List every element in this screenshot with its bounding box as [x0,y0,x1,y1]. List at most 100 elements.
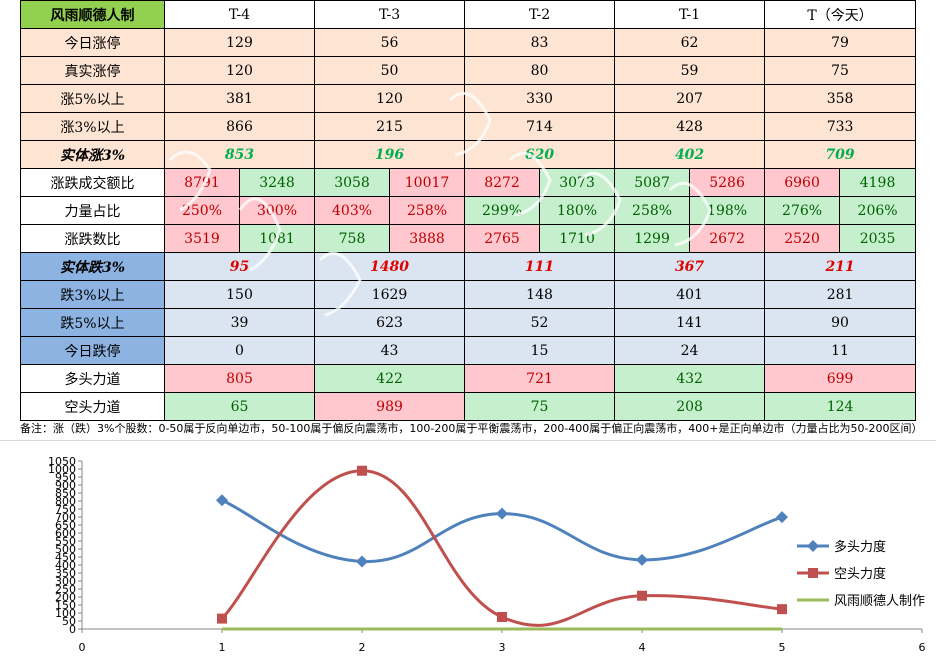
value-cell[interactable]: 211 [764,252,917,281]
value-cell[interactable]: 15 [464,336,616,365]
value-cell[interactable]: 111 [464,252,616,281]
value-cell[interactable]: 90 [764,308,917,337]
row-label[interactable]: 今日涨停 [20,28,165,57]
row-label[interactable]: 实体涨3% [20,140,165,169]
value-cell[interactable]: 148 [464,280,616,309]
value-cell[interactable]: 432 [614,364,766,393]
value-cell[interactable]: 8791 [164,168,240,197]
value-cell[interactable]: 180% [539,196,616,225]
value-cell[interactable]: 5087 [614,168,691,197]
value-cell[interactable]: 1081 [238,224,316,253]
value-cell[interactable]: 83 [464,28,616,57]
value-cell[interactable]: 358 [764,84,917,113]
value-cell[interactable]: 1629 [314,280,466,309]
row-label[interactable]: 实体跌3% [20,252,165,281]
value-cell[interactable]: 709 [764,140,917,169]
value-cell[interactable]: 75 [464,392,616,421]
value-cell[interactable]: 196 [314,140,466,169]
value-cell[interactable]: 989 [314,392,466,421]
row-label[interactable]: 涨3%以上 [20,112,165,141]
value-cell[interactable]: 11 [764,336,917,365]
value-cell[interactable]: 59 [614,56,766,85]
value-cell[interactable]: 300% [238,196,316,225]
column-header[interactable]: T-3 [314,0,466,29]
value-cell[interactable]: 258% [614,196,691,225]
row-label[interactable]: 多头力道 [20,364,165,393]
value-cell[interactable]: 124 [764,392,917,421]
column-header[interactable]: T（今天） [764,0,917,29]
value-cell[interactable]: 714 [464,112,616,141]
value-cell[interactable]: 281 [764,280,917,309]
value-cell[interactable]: 3248 [238,168,316,197]
value-cell[interactable]: 8272 [464,168,541,197]
value-cell[interactable]: 422 [314,364,466,393]
value-cell[interactable]: 367 [614,252,766,281]
value-cell[interactable]: 141 [614,308,766,337]
value-cell[interactable]: 4198 [839,168,917,197]
value-cell[interactable]: 198% [689,196,766,225]
value-cell[interactable]: 79 [764,28,917,57]
value-cell[interactable]: 129 [163,28,316,57]
value-cell[interactable]: 215 [314,112,466,141]
value-cell[interactable]: 10017 [389,168,466,197]
table-title-cell[interactable]: 风雨顺德人制 [20,0,165,29]
value-cell[interactable]: 853 [163,140,316,169]
value-cell[interactable]: 250% [164,196,240,225]
value-cell[interactable]: 150 [163,280,316,309]
value-cell[interactable]: 733 [764,112,917,141]
value-cell[interactable]: 403% [314,196,391,225]
row-label[interactable]: 涨跌数比 [20,224,165,253]
value-cell[interactable]: 620 [464,140,616,169]
value-cell[interactable]: 721 [464,364,616,393]
value-cell[interactable]: 43 [314,336,466,365]
value-cell[interactable]: 95 [163,252,316,281]
value-cell[interactable]: 52 [464,308,616,337]
value-cell[interactable]: 62 [614,28,766,57]
value-cell[interactable]: 80 [464,56,616,85]
value-cell[interactable]: 24 [614,336,766,365]
value-cell[interactable]: 805 [163,364,316,393]
value-cell[interactable]: 299% [464,196,541,225]
value-cell[interactable]: 208 [614,392,766,421]
value-cell[interactable]: 428 [614,112,766,141]
value-cell[interactable]: 65 [163,392,316,421]
value-cell[interactable]: 120 [314,84,466,113]
value-cell[interactable]: 699 [764,364,917,393]
column-header[interactable]: T-1 [614,0,766,29]
value-cell[interactable]: 39 [163,308,316,337]
value-cell[interactable]: 1480 [314,252,466,281]
value-cell[interactable]: 50 [314,56,466,85]
value-cell[interactable]: 330 [464,84,616,113]
row-label[interactable]: 跌5%以上 [20,308,165,337]
value-cell[interactable]: 866 [163,112,316,141]
value-cell[interactable]: 6960 [764,168,841,197]
value-cell[interactable]: 206% [839,196,917,225]
value-cell[interactable]: 0 [163,336,316,365]
value-cell[interactable]: 207 [614,84,766,113]
value-cell[interactable]: 402 [614,140,766,169]
value-cell[interactable]: 258% [389,196,466,225]
value-cell[interactable]: 401 [614,280,766,309]
value-cell[interactable]: 1299 [614,224,691,253]
column-header[interactable]: T-2 [464,0,616,29]
value-cell[interactable]: 120 [163,56,316,85]
value-cell[interactable]: 2765 [464,224,541,253]
value-cell[interactable]: 2035 [839,224,917,253]
row-label[interactable]: 空头力道 [20,392,165,421]
value-cell[interactable]: 75 [764,56,917,85]
value-cell[interactable]: 623 [314,308,466,337]
row-label[interactable]: 涨跌成交额比 [20,168,165,197]
row-label[interactable]: 跌3%以上 [20,280,165,309]
value-cell[interactable]: 3073 [539,168,616,197]
column-header[interactable]: T-4 [163,0,316,29]
value-cell[interactable]: 3519 [164,224,240,253]
value-cell[interactable]: 5286 [689,168,766,197]
value-cell[interactable]: 3058 [314,168,391,197]
row-label[interactable]: 今日跌停 [20,336,165,365]
value-cell[interactable]: 381 [163,84,316,113]
value-cell[interactable]: 758 [314,224,391,253]
row-label[interactable]: 力量占比 [20,196,165,225]
value-cell[interactable]: 276% [764,196,841,225]
value-cell[interactable]: 2672 [689,224,766,253]
row-label[interactable]: 涨5%以上 [20,84,165,113]
